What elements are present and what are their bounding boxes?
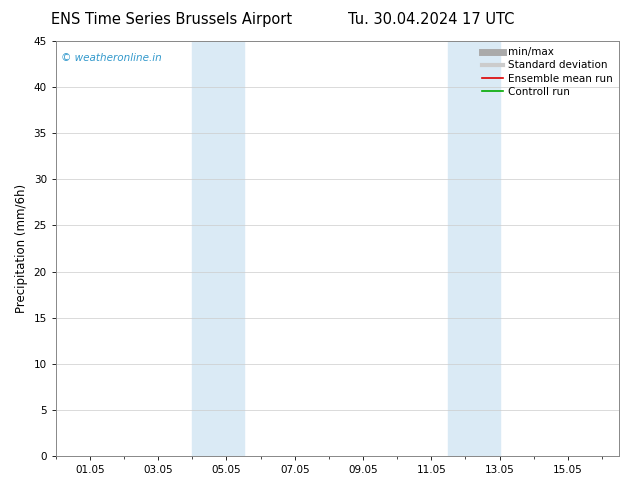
Bar: [448, 41, 500, 456]
Bar: [192, 41, 243, 456]
Text: © weatheronline.in: © weatheronline.in: [61, 53, 162, 64]
Text: Tu. 30.04.2024 17 UTC: Tu. 30.04.2024 17 UTC: [348, 12, 514, 27]
Legend: min/max, Standard deviation, Ensemble mean run, Controll run: min/max, Standard deviation, Ensemble me…: [478, 43, 617, 101]
Y-axis label: Precipitation (mm/6h): Precipitation (mm/6h): [15, 184, 28, 313]
Text: ENS Time Series Brussels Airport: ENS Time Series Brussels Airport: [51, 12, 292, 27]
